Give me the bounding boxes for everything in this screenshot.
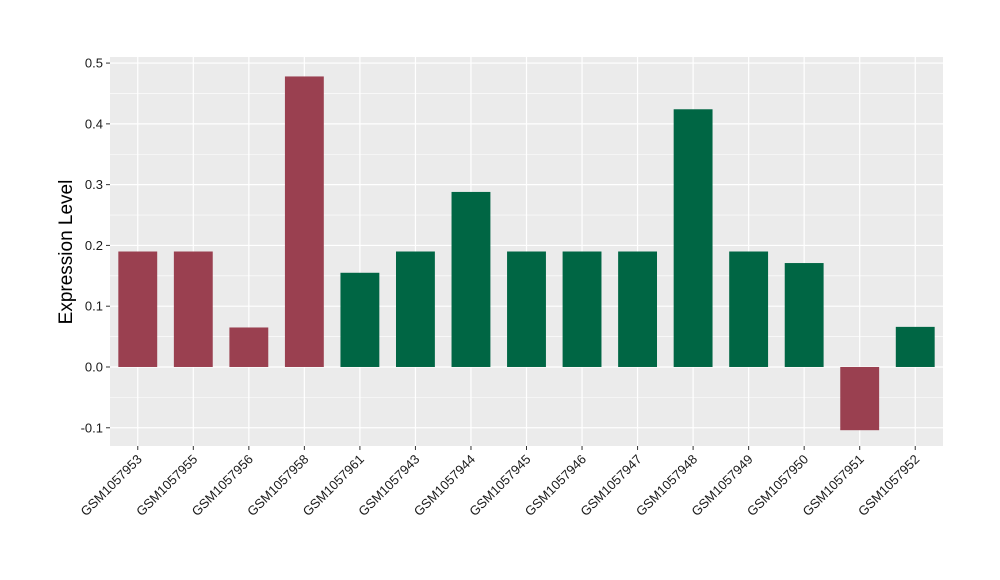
y-tick-label: -0.1 [81, 420, 103, 435]
bar-GSM1057961 [340, 272, 380, 367]
y-tick-label: 0.1 [85, 299, 103, 314]
bar-GSM1057946 [562, 251, 602, 367]
bar-GSM1057958 [284, 76, 324, 367]
bar-GSM1057949 [729, 251, 769, 367]
bar-GSM1057945 [507, 251, 546, 367]
bar-GSM1057947 [618, 251, 658, 367]
y-tick-label: 0.2 [85, 238, 103, 253]
bar-GSM1057951 [840, 366, 880, 431]
y-tick-label: 0.4 [85, 116, 103, 131]
bar-GSM1057956 [229, 327, 269, 367]
bar-GSM1057955 [173, 251, 213, 367]
y-tick-label: 0.3 [85, 177, 103, 192]
bar-GSM1057948 [673, 109, 713, 367]
bar-GSM1057952 [895, 326, 935, 367]
bar-GSM1057944 [451, 191, 491, 367]
y-axis-title: Expression Level [56, 180, 77, 325]
bar-GSM1057943 [395, 251, 435, 367]
bar-GSM1057953 [118, 251, 158, 367]
x-axis: GSM1057953GSM1057955GSM1057956GSM1057958… [78, 446, 922, 519]
y-tick-label: 0.0 [85, 359, 103, 374]
bar-GSM1057950 [784, 263, 824, 367]
y-tick-label: 0.5 [85, 56, 103, 71]
y-axis: -0.1 0.0 0.1 0.2 0.3 0.4 0.5 [81, 56, 110, 435]
bars [118, 76, 935, 431]
